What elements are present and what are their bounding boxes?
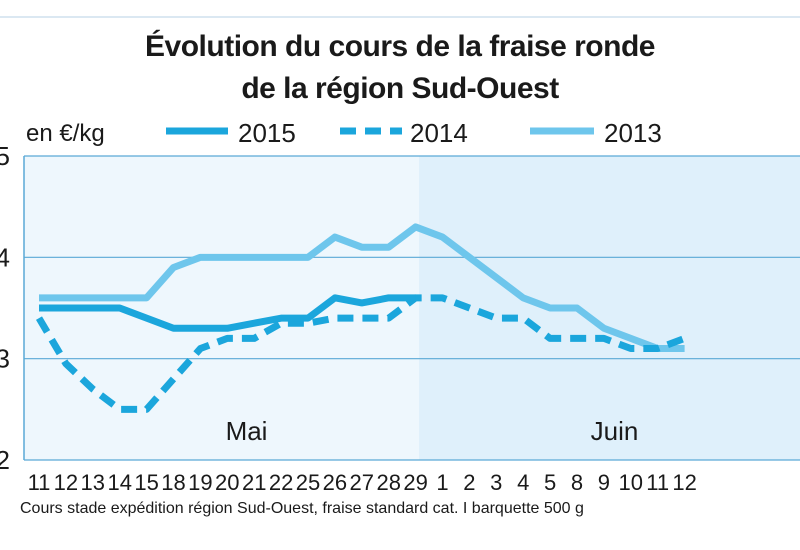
x-tick-label: 21 <box>242 470 266 495</box>
month-label-juin: Juin <box>591 416 639 446</box>
y-tick-label: 5 <box>0 141 10 171</box>
plot-area-june <box>419 156 800 460</box>
x-tick-label: 29 <box>403 470 427 495</box>
x-tick-label: 12 <box>54 470 78 495</box>
x-tick-label: 13 <box>81 470 105 495</box>
x-tick-label: 2 <box>463 470 475 495</box>
x-tick-label: 19 <box>188 470 212 495</box>
x-tick-label: 12 <box>672 470 696 495</box>
month-label-mai: Mai <box>226 416 268 446</box>
x-tick-label: 15 <box>134 470 158 495</box>
x-tick-label: 5 <box>544 470 556 495</box>
chart-footnote: Cours stade expédition région Sud-Ouest,… <box>20 500 584 517</box>
x-tick-label: 1 <box>436 470 448 495</box>
x-tick-label: 18 <box>161 470 185 495</box>
y-tick-label: 3 <box>0 344 10 374</box>
legend-label-2015: 2015 <box>238 118 296 148</box>
x-tick-label: 3 <box>490 470 502 495</box>
x-tick-label: 4 <box>517 470 529 495</box>
legend-label-2013: 2013 <box>604 118 662 148</box>
x-tick-label: 20 <box>215 470 239 495</box>
x-tick-label: 25 <box>296 470 320 495</box>
y-axis-unit-label: en €/kg <box>26 120 105 147</box>
x-tick-label: 9 <box>598 470 610 495</box>
x-tick-label: 22 <box>269 470 293 495</box>
x-tick-label: 27 <box>350 470 374 495</box>
x-tick-label: 11 <box>28 470 51 495</box>
x-tick-label: 28 <box>376 470 400 495</box>
series-line-2013 <box>39 223 685 353</box>
chart-title: Évolution du cours de la fraise ronde <box>145 30 655 63</box>
y-tick-label: 2 <box>0 445 10 475</box>
top-divider <box>0 16 800 18</box>
x-tick-label: 8 <box>571 470 583 495</box>
series-line-2014 <box>35 294 686 413</box>
y-tick-label: 4 <box>0 242 10 272</box>
x-tick-label: 11 <box>646 470 669 495</box>
chart-title-line2: de la région Sud-Ouest <box>241 72 559 105</box>
series-line-2015 <box>39 294 416 332</box>
x-tick-label: 10 <box>619 470 643 495</box>
x-tick-label: 26 <box>323 470 347 495</box>
x-tick-label: 14 <box>107 470 131 495</box>
legend-label-2014: 2014 <box>410 118 468 148</box>
